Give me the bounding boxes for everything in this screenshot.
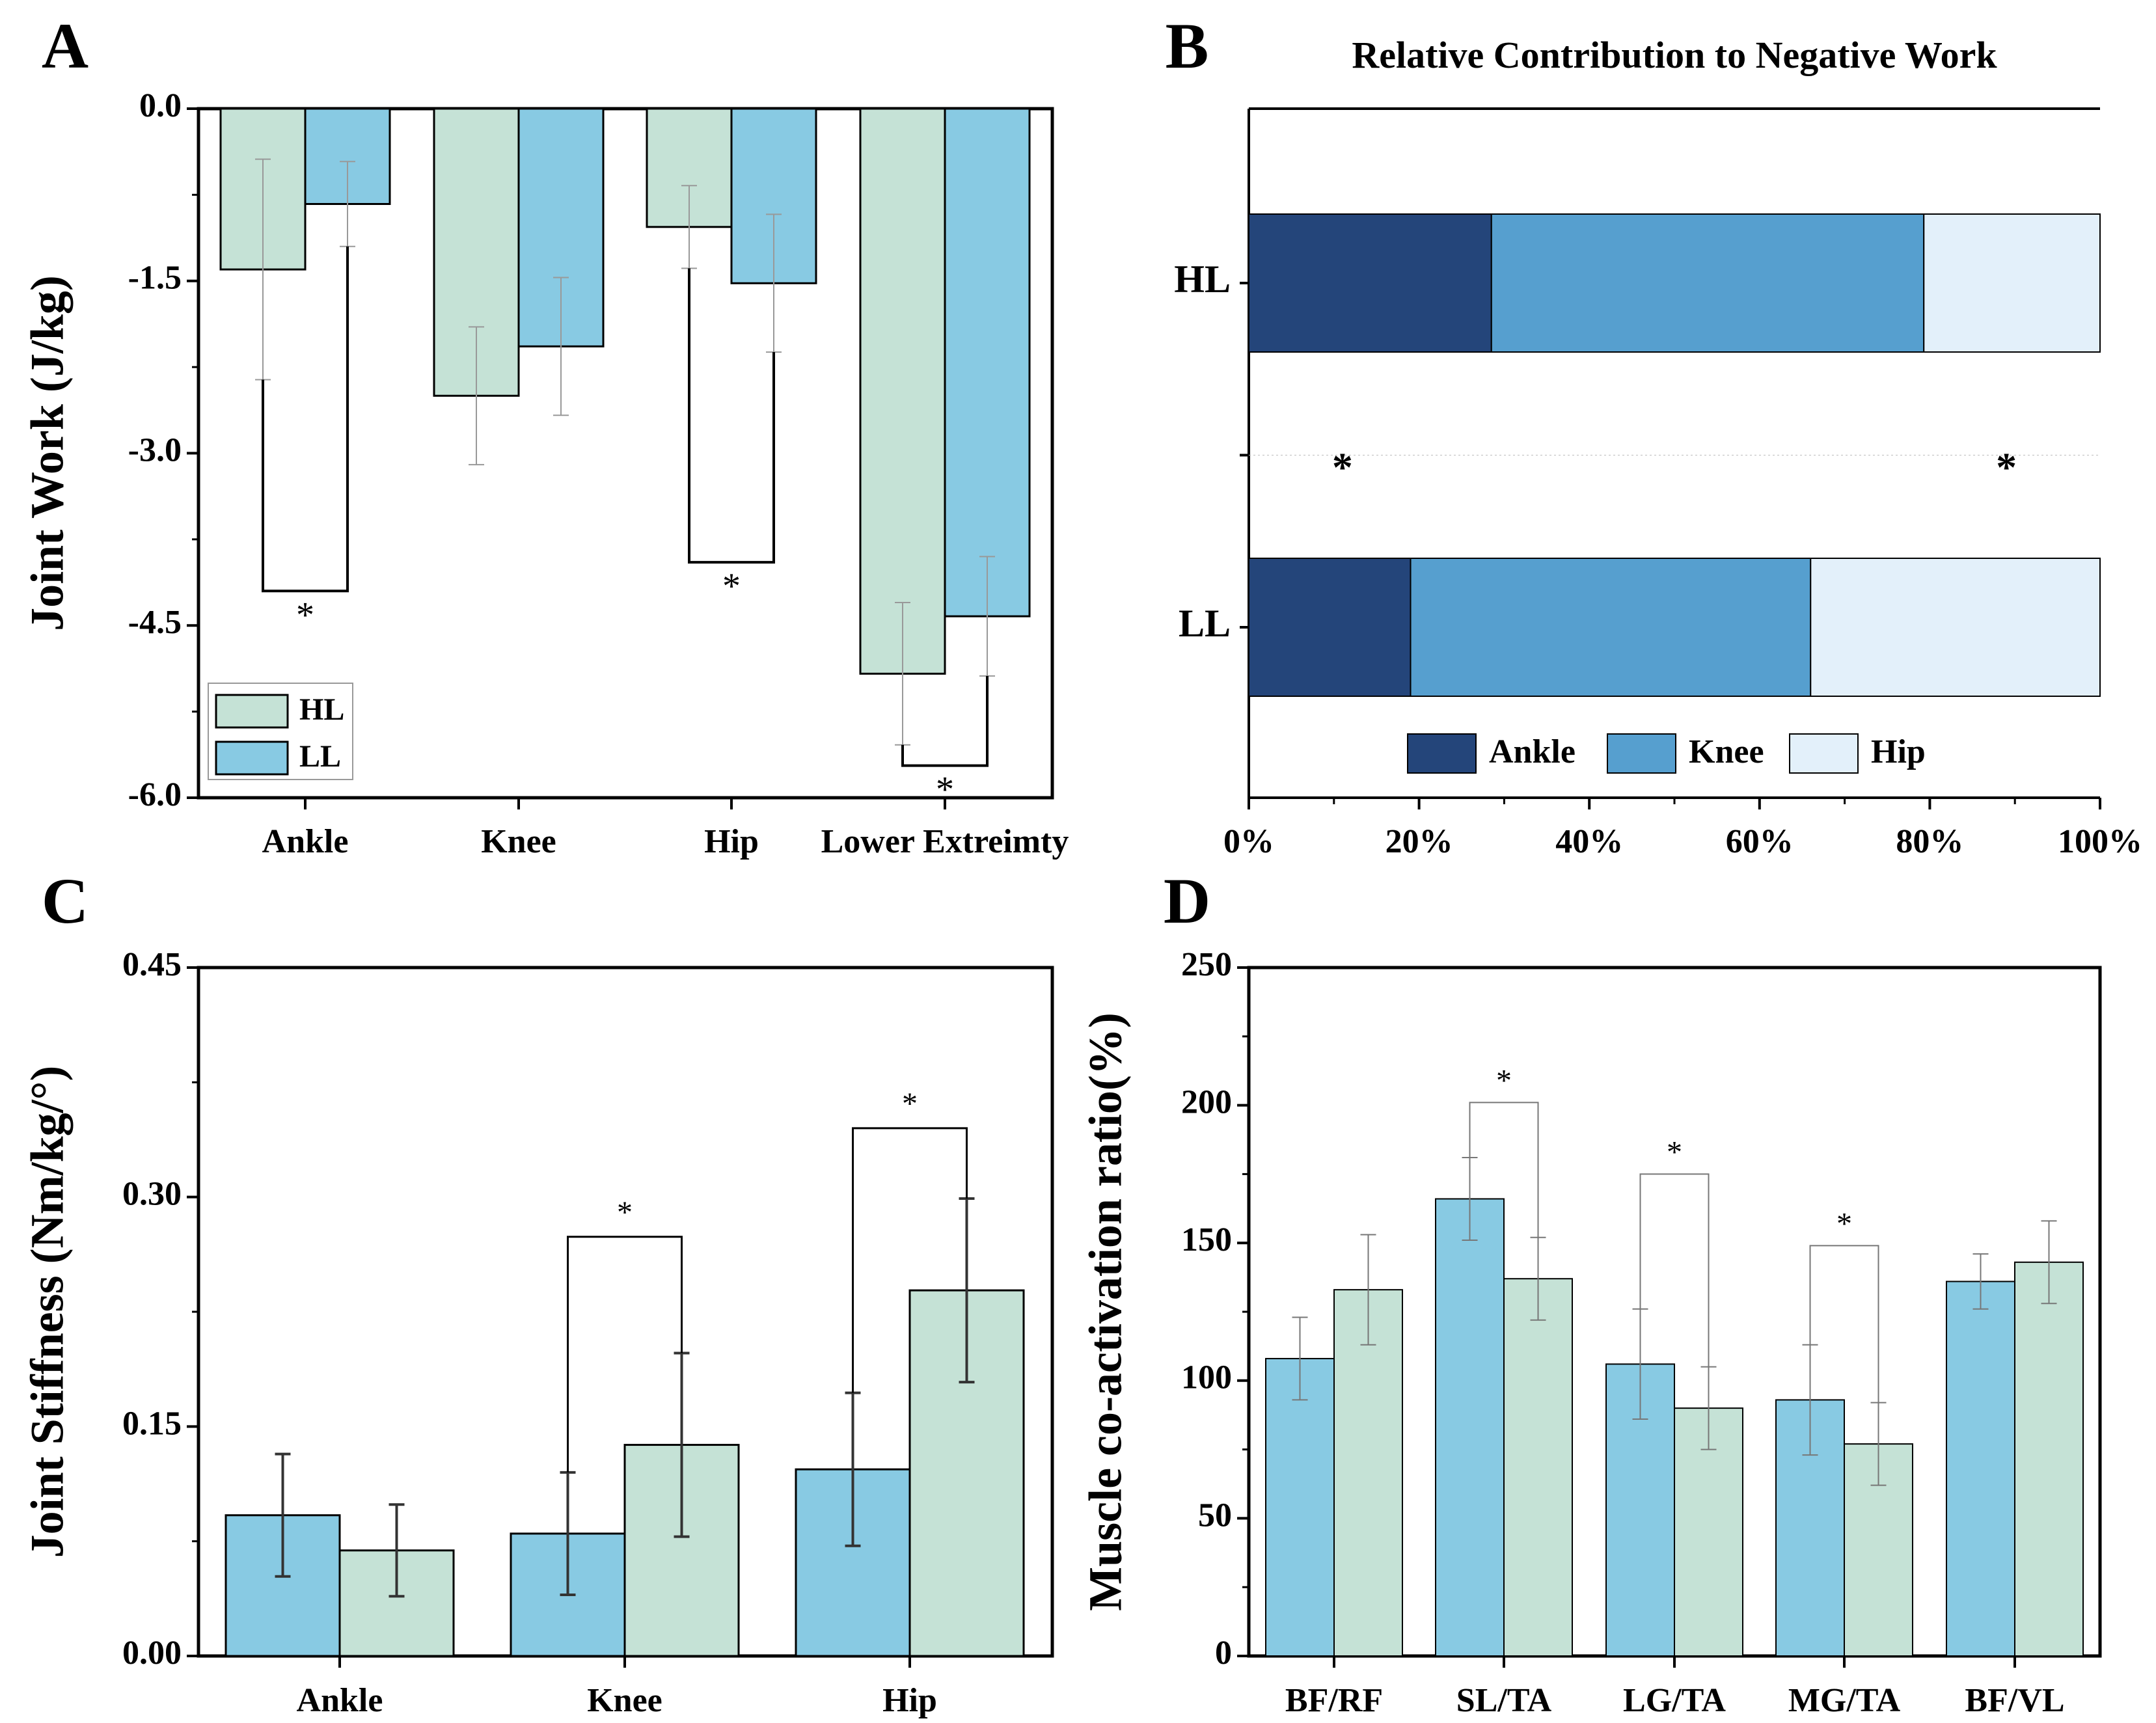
stacked-segment-knee (1410, 558, 1812, 697)
y-axis-label: Joint Work (J/kg) (21, 275, 74, 631)
legend-swatch-hl (215, 694, 289, 729)
bar-series-1 (1265, 1357, 1335, 1657)
x-tick-label: 0% (1223, 823, 1274, 860)
significance-star: * (1332, 444, 1353, 491)
significance-star: * (1836, 1206, 1852, 1241)
y-tick-label: 150 (1181, 1221, 1232, 1258)
y-tick-label: 50 (1198, 1497, 1232, 1534)
significance-bracket (901, 675, 989, 767)
y-tick-label: LL (1179, 602, 1231, 645)
bar-series-1 (1946, 1281, 2015, 1657)
stacked-segment-ankle (1248, 213, 1492, 353)
y-tick-label: 0.45 (122, 946, 182, 983)
significance-star: * (722, 566, 741, 606)
x-tick-label: SL/TA (1456, 1682, 1552, 1719)
stacked-segment-ankle (1248, 558, 1412, 697)
bar-series-2 (2014, 1261, 2084, 1657)
x-tick-label: 20% (1385, 823, 1453, 860)
x-tick-label: 40% (1555, 823, 1623, 860)
y-tick-label: 0.30 (122, 1176, 182, 1213)
significance-bracket (688, 268, 775, 564)
legend-swatch-ll (215, 740, 289, 776)
stacked-segment-hip (1810, 558, 2101, 697)
x-tick-label: 80% (1896, 823, 1963, 860)
x-tick-label: Hip (882, 1682, 937, 1719)
y-tick-label: 250 (1181, 946, 1232, 983)
x-tick-label: Knee (587, 1682, 662, 1719)
y-tick-label: 0.0 (139, 87, 182, 124)
y-tick-label: -6.0 (128, 776, 182, 813)
panel-d: D 0 50 100 150 200 250 Muscle co-activation rat… (1080, 865, 2102, 1719)
y-tick-label: 0.00 (122, 1635, 182, 1672)
bar-series-1 (1435, 1198, 1505, 1657)
legend-swatch-knee (1607, 733, 1676, 774)
significance-star: * (1996, 444, 2017, 491)
y-axis-label: Muscle co-activation ratio(%) (1080, 1012, 1132, 1611)
x-tick-label: 60% (1726, 823, 1794, 860)
significance-star: * (1667, 1135, 1682, 1169)
significance-bracket (262, 246, 349, 593)
x-tick-label: Knee (481, 823, 556, 860)
x-tick-label: MG/TA (1788, 1682, 1901, 1719)
panel-a: A 0.0 -1.5 -3.0 -4.5 -6.0 Joint Work (J/kg) Ank… (21, 10, 1069, 860)
y-tick-label: 200 (1181, 1084, 1232, 1121)
legend-label: Ankle (1489, 733, 1576, 770)
legend-swatch-ankle (1407, 733, 1477, 774)
significance-bracket (567, 1236, 683, 1472)
y-tick-label: HL (1174, 258, 1231, 301)
x-tick-label: Ankle (262, 823, 349, 860)
x-tick-label: Lower Extreimty (821, 823, 1069, 860)
y-tick-label: -4.5 (128, 604, 182, 641)
significance-star: * (1496, 1063, 1512, 1098)
significance-star: * (617, 1195, 633, 1230)
y-tick-label: 0 (1215, 1635, 1232, 1672)
significance-star: * (296, 595, 314, 635)
significance-bracket (1469, 1102, 1539, 1320)
significance-bracket (1809, 1245, 1879, 1486)
panel-label-a: A (42, 10, 89, 82)
y-tick-label: 0.15 (122, 1405, 182, 1442)
bar-ll (944, 107, 1031, 617)
bar-hl (859, 107, 946, 675)
x-tick-label: BF/RF (1285, 1682, 1383, 1719)
stacked-segment-knee (1490, 213, 1925, 353)
stacked-segment-hip (1923, 213, 2101, 353)
panel-label-d: D (1164, 865, 1210, 937)
y-tick-label: 100 (1181, 1359, 1232, 1396)
panel-c: C 0.00 0.15 0.30 0.45 Joint Stiffness (Nm/kg/… (21, 865, 1054, 1719)
panel-b: B Relative Contribution to Negative Work 0… (1166, 10, 2142, 860)
x-tick-label: 100% (2058, 823, 2142, 860)
significance-star: * (936, 770, 954, 810)
panel-label-b: B (1166, 10, 1209, 82)
x-tick-label: Ankle (297, 1682, 383, 1719)
panel-label-c: C (42, 865, 89, 937)
y-tick-label: -3.0 (128, 431, 182, 468)
bar-series-2 (1333, 1289, 1403, 1657)
legend-label: LL (299, 739, 341, 774)
bar-series-2 (1674, 1407, 1743, 1657)
legend-label: HL (299, 692, 344, 727)
chart-title: Relative Contribution to Negative Work (1352, 34, 1997, 76)
significance-bracket (1639, 1173, 1710, 1450)
legend-label: Knee (1689, 733, 1764, 770)
legend-label: Hip (1871, 733, 1926, 770)
x-tick-label: BF/VL (1965, 1682, 2064, 1719)
x-tick-label: LG/TA (1623, 1682, 1726, 1719)
significance-star: * (902, 1087, 918, 1121)
y-tick-label: -1.5 (128, 260, 182, 297)
x-tick-label: Hip (704, 823, 759, 860)
bar-series-2 (1503, 1278, 1573, 1657)
legend-swatch-hip (1789, 733, 1859, 774)
y-axis-label: Joint Stiffness (Nm/kg/°) (21, 1066, 74, 1558)
significance-bracket (852, 1127, 968, 1393)
